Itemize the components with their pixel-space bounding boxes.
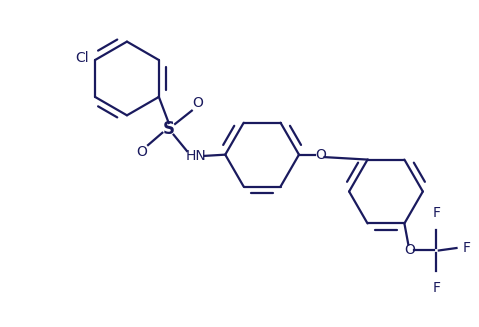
Text: F: F [463, 241, 471, 255]
Text: HN: HN [185, 149, 206, 163]
Text: F: F [433, 206, 440, 220]
Text: O: O [404, 244, 415, 257]
Text: O: O [192, 96, 203, 110]
Text: S: S [163, 120, 175, 138]
Text: F: F [433, 281, 440, 295]
Text: O: O [315, 148, 326, 162]
Text: Cl: Cl [76, 51, 89, 64]
Text: O: O [137, 146, 148, 160]
